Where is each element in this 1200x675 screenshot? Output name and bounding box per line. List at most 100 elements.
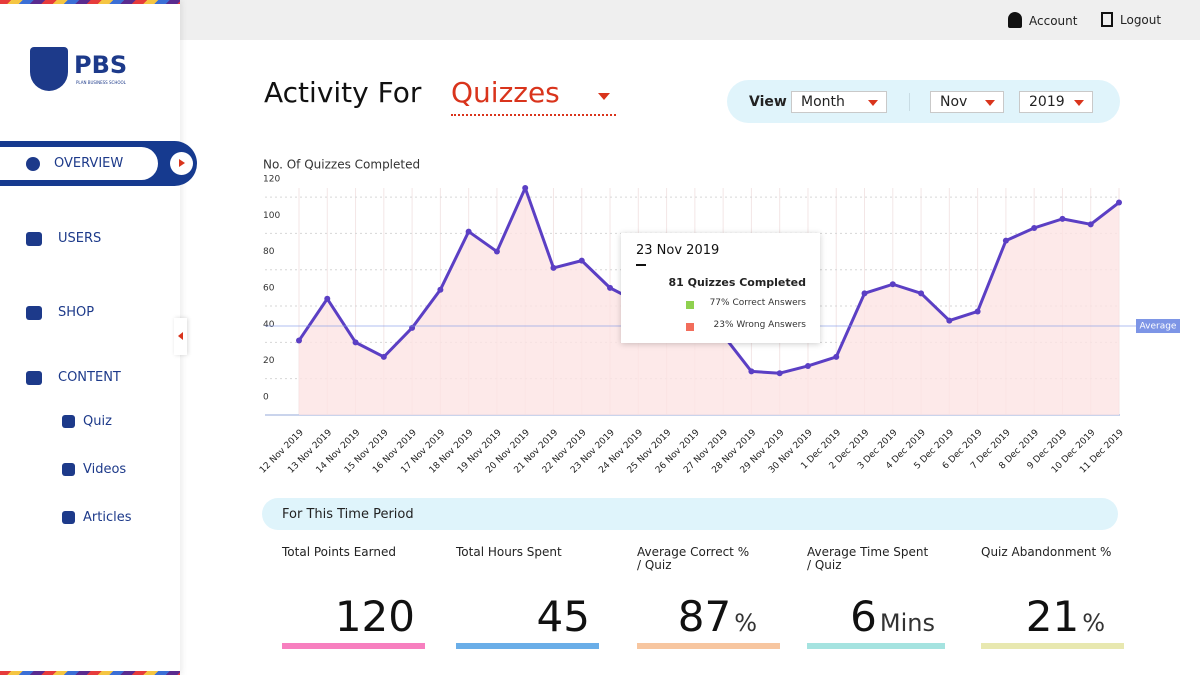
nav-label[interactable]: SHOP	[58, 305, 95, 320]
nav-active[interactable]: OVERVIEW	[0, 141, 197, 186]
stat-label-line: Average Time Spent	[807, 545, 929, 559]
point	[1059, 215, 1066, 222]
legend-swatch	[686, 301, 694, 309]
point	[607, 284, 614, 291]
point	[352, 339, 359, 346]
stat-label-line: Quiz Abandonment %	[981, 545, 1112, 559]
point	[889, 281, 896, 288]
point	[748, 368, 755, 375]
stat-unit: Mins	[879, 609, 935, 637]
subnav-label[interactable]: Videos	[83, 462, 127, 477]
nav-label[interactable]: CONTENT	[58, 370, 121, 385]
stat-value: 21%	[981, 592, 1105, 648]
collapse-tab[interactable]	[174, 318, 187, 355]
nav-item[interactable]: CONTENT	[26, 370, 121, 385]
stat-unit: %	[1082, 609, 1105, 637]
activity-select[interactable]: Quizzes	[451, 76, 616, 116]
point	[437, 286, 444, 293]
account-link[interactable]: Account	[1029, 14, 1078, 28]
y-axis-title: No. Of Quizzes Completed	[263, 158, 420, 172]
divider	[909, 93, 910, 111]
stat-label: Total Points Earned	[282, 546, 396, 559]
period-select[interactable]: Month	[791, 91, 887, 113]
subnav-label[interactable]: Quiz	[83, 414, 112, 429]
stat-label-line: / Quiz	[637, 558, 672, 572]
tooltip-count: 81 Quizzes Completed	[668, 276, 806, 289]
nav-item[interactable]: SHOP	[26, 305, 94, 320]
subnav-item[interactable]: Quiz	[62, 414, 112, 429]
stat-bar	[637, 643, 780, 649]
activity-value[interactable]: Quizzes	[451, 76, 560, 109]
stat-label: Average Correct % / Quiz	[637, 546, 749, 572]
stat-label-line: / Quiz	[807, 558, 842, 572]
y-tick-label: 120	[263, 175, 280, 185]
stripe	[0, 0, 180, 4]
stat-label: Average Time Spent / Quiz	[807, 546, 928, 572]
logo-text: PBS	[74, 51, 128, 79]
subnav-label[interactable]: Articles	[83, 510, 132, 525]
point	[1002, 237, 1009, 244]
stats-title: For This Time Period	[282, 507, 414, 522]
nav-item[interactable]: USERS	[26, 231, 101, 246]
subnav-item[interactable]: Videos	[62, 462, 126, 477]
tooltip-rule	[636, 264, 646, 266]
stat-number: 6	[850, 592, 877, 641]
point	[861, 290, 868, 297]
point	[324, 295, 331, 302]
point	[776, 370, 783, 377]
logo-subtitle: PLAN BUSINESS SCHOOL	[76, 80, 126, 85]
y-tick-label: 60	[263, 284, 275, 294]
point	[380, 353, 387, 360]
stat-value: 6 Mins	[807, 592, 935, 648]
point	[296, 337, 302, 344]
stats-header: For This Time Period	[262, 498, 1118, 530]
stat-bar	[456, 643, 599, 649]
average-badge	[1136, 319, 1180, 334]
y-tick-label: 80	[263, 247, 275, 257]
stat-label: Quiz Abandonment %	[981, 546, 1111, 559]
stat-bar	[807, 643, 945, 649]
stat-number: 21	[1025, 592, 1080, 641]
year-select[interactable]: 2019	[1019, 91, 1093, 113]
point	[493, 248, 500, 255]
stripe	[0, 671, 180, 675]
point	[1087, 221, 1094, 228]
logout-link[interactable]: Logout	[1120, 13, 1162, 27]
point	[550, 264, 557, 271]
average-label: Average	[1140, 322, 1177, 332]
legend-swatch	[686, 323, 694, 331]
stat-label-line: Total Points Earned	[282, 545, 396, 559]
logout-icon	[1101, 12, 1113, 27]
nav-label[interactable]: USERS	[58, 231, 102, 246]
point	[1116, 199, 1122, 206]
stat-bar	[981, 643, 1124, 649]
account-icon	[1008, 12, 1022, 28]
point	[804, 362, 811, 369]
y-tick-label: 0	[263, 393, 269, 403]
tooltip-item: 23% Wrong Answers	[713, 320, 806, 330]
point	[946, 317, 953, 324]
stat-label: Total Hours Spent	[456, 546, 562, 559]
tooltip-item: 77% Correct Answers	[709, 298, 806, 308]
point	[522, 185, 529, 191]
point	[918, 290, 925, 297]
point	[1031, 224, 1038, 231]
area	[299, 188, 1119, 415]
stat-label-line: Average Correct %	[637, 545, 750, 559]
stat-number: 120	[334, 592, 415, 641]
nav-label[interactable]: OVERVIEW	[54, 156, 124, 171]
point	[578, 257, 585, 264]
y-tick-label: 100	[263, 211, 280, 221]
subnav-item[interactable]: Articles	[62, 510, 131, 525]
point	[833, 353, 840, 360]
month-select[interactable]: Nov	[930, 91, 1004, 113]
stat-unit: %	[734, 609, 757, 637]
page-title: Activity For	[264, 76, 422, 109]
tooltip-date: 23 Nov 2019	[636, 243, 720, 258]
stat-bar	[282, 643, 425, 649]
stat-value: 87%	[637, 592, 757, 648]
point	[974, 308, 981, 315]
point	[465, 228, 472, 235]
tooltip: 23 Nov 2019 81 Quizzes Completed 77% Cor…	[621, 233, 820, 343]
